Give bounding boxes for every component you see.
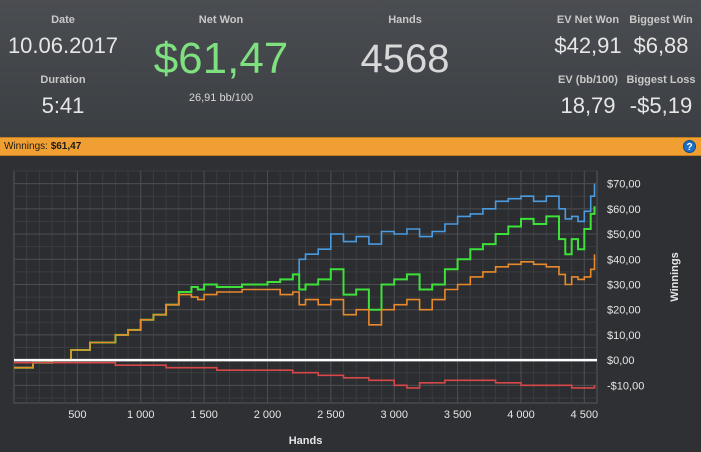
biggest-win-label: Biggest Win [629, 14, 693, 26]
ev-bb-value: 18,79 [560, 93, 616, 118]
ev-net-won-label: EV Net Won [556, 14, 620, 26]
net-won-value: $61,47 [153, 34, 289, 83]
biggest-win-value: $6,88 [633, 33, 689, 58]
hands-value: 4568 [360, 37, 450, 81]
winnings-summary: Winnings: $61,47 [4, 141, 81, 152]
y-tick-label: $60,00 [607, 204, 641, 216]
date-label: Date [51, 14, 75, 26]
x-tick-label: 4 500 [571, 409, 599, 421]
x-tick-label: 4 000 [507, 409, 535, 421]
net-won-label: Net Won [198, 14, 244, 26]
x-axis-title: Hands [289, 435, 323, 447]
winnings-chart-svg: 500 1 000 1 500 2 000 2 500 3 000 3 500 4 000 4 … [13, 170, 681, 447]
y-tick-label: $10,00 [607, 330, 641, 342]
biggest-loss-label: Biggest Loss [626, 74, 696, 86]
biggest-loss-value: -$5,19 [629, 93, 693, 118]
y-tick-label: $30,00 [607, 279, 641, 291]
session-stats-panel: Date 10.06.2017 Duration 5:41 Net Won $6… [0, 0, 701, 137]
y-tick-label: $50,00 [607, 229, 641, 241]
x-tick-label: 3 000 [380, 409, 408, 421]
winnings-chart: 500 1 000 1 500 2 000 2 500 3 000 3 500 4 000 4 … [0, 157, 701, 447]
ev-net-won-value: $42,91 [554, 33, 622, 58]
x-tick-label: 2 000 [254, 409, 282, 421]
y-tick-label: $0,00 [607, 355, 635, 367]
duration-label: Duration [40, 74, 86, 86]
hands-label: Hands [388, 14, 422, 26]
help-icon[interactable]: ? [683, 140, 696, 153]
y-tick-label: -$10,00 [607, 380, 644, 392]
y-axis-title: Winnings [669, 252, 681, 301]
series-line-4 [14, 361, 596, 389]
x-tick-label: 500 [68, 409, 86, 421]
ev-bb-label: EV (bb/100) [558, 74, 618, 86]
date-value: 10.06.2017 [7, 33, 119, 58]
winnings-label: Winnings: [4, 141, 48, 152]
x-tick-label: 2 500 [317, 409, 345, 421]
x-tick-label: 1 500 [190, 409, 218, 421]
series-line-3 [14, 254, 596, 369]
x-tick-label: 3 500 [444, 409, 472, 421]
winnings-bar: Winnings: $61,47 ? [0, 137, 701, 156]
winnings-value: $61,47 [50, 141, 82, 152]
y-tick-label: $40,00 [607, 254, 641, 266]
bb-per-100-value: 26,91 bb/100 [188, 92, 254, 104]
y-tick-label: $70,00 [607, 179, 641, 191]
duration-value: 5:41 [41, 93, 85, 118]
x-tick-label: 1 000 [127, 409, 155, 421]
y-tick-label: $20,00 [607, 305, 641, 317]
